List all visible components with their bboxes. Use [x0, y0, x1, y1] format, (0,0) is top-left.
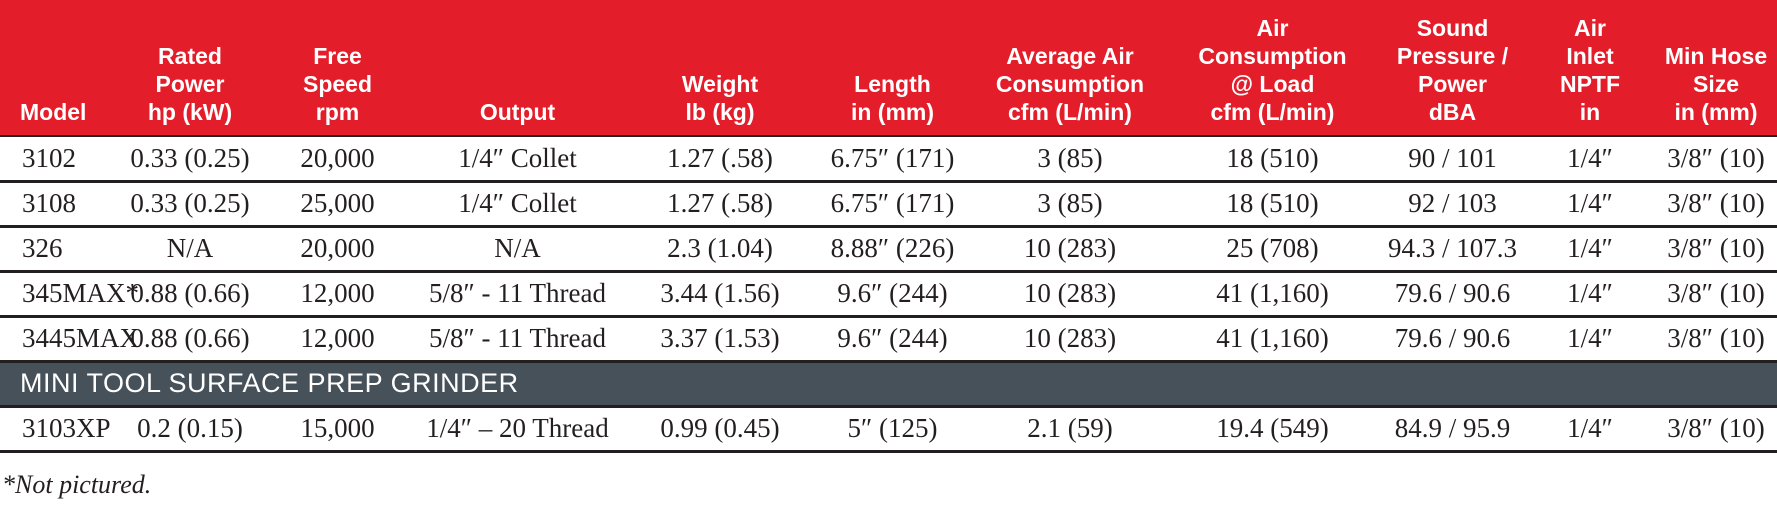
table-cell-min-hose-size: 3/8″ (10): [1655, 181, 1777, 228]
table-cell-avg-air-consumption: 3 (85): [975, 181, 1165, 228]
table-cell-min-hose-size: 3/8″ (10): [1655, 406, 1777, 453]
table-cell-rated-power: 0.33 (0.25): [110, 136, 270, 183]
table-cell-air-consumption-at-load: 19.4 (549): [1165, 406, 1380, 453]
column-header-avg-air-consumption: Average Air Consumption cfm (L/min): [975, 0, 1165, 137]
table-cell-model: 3102: [0, 136, 110, 183]
column-header-free-speed: Free Speed rpm: [270, 0, 405, 137]
column-header-air-inlet: Air Inlet NPTF in: [1525, 0, 1655, 137]
table-cell-length: 5″ (125): [810, 406, 975, 453]
table-cell-sound-pressure-power: 79.6 / 90.6: [1380, 271, 1525, 318]
table-cell-air-inlet: 1/4″: [1525, 406, 1655, 453]
column-header-length: Length in (mm): [810, 0, 975, 137]
table-cell-sound-pressure-power: 84.9 / 95.9: [1380, 406, 1525, 453]
table-cell-weight: 3.37 (1.53): [630, 316, 810, 363]
table-cell-sound-pressure-power: 92 / 103: [1380, 181, 1525, 228]
section-header-label: MINI TOOL SURFACE PREP GRINDER: [0, 361, 1777, 408]
table-row: 3445MAX 0.88 (0.66) 12,000 5/8″ - 11 Thread…: [0, 316, 1777, 363]
table-row: 326 N/A 20,000 N/A 2.3 (1.04) 8.88″ (226) 10 (…: [0, 226, 1777, 273]
column-header-min-hose-size: Min Hose Size in (mm): [1655, 0, 1777, 137]
table-cell-model: 345MAX*: [0, 271, 139, 318]
table-cell-length: 9.6″ (244): [810, 271, 975, 318]
table-cell-length: 6.75″ (171): [810, 181, 975, 228]
spec-sheet: Model Rated Power hp (kW) Free Speed rpm Ou…: [0, 0, 1777, 499]
table-cell-air-consumption-at-load: 41 (1,160): [1165, 271, 1380, 318]
table-cell-avg-air-consumption: 10 (283): [975, 316, 1165, 363]
column-header-model: Model: [0, 0, 110, 137]
table-cell-air-consumption-at-load: 18 (510): [1165, 136, 1380, 183]
table-cell-air-consumption-at-load: 25 (708): [1165, 226, 1380, 273]
table-cell-length: 8.88″ (226): [810, 226, 975, 273]
table-cell-length: 9.6″ (244): [810, 316, 975, 363]
table-row: 3102 0.33 (0.25) 20,000 1/4″ Collet 1.27 (.5…: [0, 136, 1777, 183]
table-cell-rated-power: 0.33 (0.25): [110, 181, 270, 228]
table-cell-avg-air-consumption: 10 (283): [975, 226, 1165, 273]
table-cell-weight: 3.44 (1.56): [630, 271, 810, 318]
table-cell-output: 1/4″ – 20 Thread: [405, 406, 630, 453]
table-cell-output: 5/8″ - 11 Thread: [405, 271, 630, 318]
column-header-rated-power: Rated Power hp (kW): [110, 0, 270, 137]
table-cell-free-speed: 20,000: [270, 136, 405, 183]
table-cell-model: 326: [0, 226, 110, 273]
table-cell-free-speed: 12,000: [270, 271, 405, 318]
table-cell-avg-air-consumption: 2.1 (59): [975, 406, 1165, 453]
table-row: 3103XP 0.2 (0.15) 15,000 1/4″ – 20 Thread 0.…: [0, 406, 1777, 453]
table-body: 3102 0.33 (0.25) 20,000 1/4″ Collet 1.27 (.5…: [0, 136, 1777, 453]
table-cell-air-inlet: 1/4″: [1525, 181, 1655, 228]
table-cell-air-consumption-at-load: 41 (1,160): [1165, 316, 1380, 363]
table-cell-model: 3108: [0, 181, 110, 228]
table-cell-output: 5/8″ - 11 Thread: [405, 316, 630, 363]
table-cell-output: 1/4″ Collet: [405, 181, 630, 228]
table-cell-rated-power: 0.88 (0.66): [110, 316, 270, 363]
table-cell-sound-pressure-power: 90 / 101: [1380, 136, 1525, 183]
table-header: Model Rated Power hp (kW) Free Speed rpm Ou…: [0, 0, 1777, 137]
column-header-weight: Weight lb (kg): [630, 0, 810, 137]
table-cell-output: N/A: [405, 226, 630, 273]
column-header-output: Output: [405, 0, 630, 137]
section-header-row: MINI TOOL SURFACE PREP GRINDER: [0, 361, 1777, 408]
table-cell-air-inlet: 1/4″: [1525, 271, 1655, 318]
table-cell-air-inlet: 1/4″: [1525, 226, 1655, 273]
table-cell-weight: 2.3 (1.04): [630, 226, 810, 273]
table-cell-rated-power: 0.2 (0.15): [110, 406, 270, 453]
table-cell-model: 3103XP: [0, 406, 111, 453]
table-cell-weight: 1.27 (.58): [630, 181, 810, 228]
table-cell-min-hose-size: 3/8″ (10): [1655, 136, 1777, 183]
table-cell-free-speed: 20,000: [270, 226, 405, 273]
table-cell-weight: 1.27 (.58): [630, 136, 810, 183]
table-cell-avg-air-consumption: 3 (85): [975, 136, 1165, 183]
table-cell-air-consumption-at-load: 18 (510): [1165, 181, 1380, 228]
table-cell-free-speed: 25,000: [270, 181, 405, 228]
table-cell-output: 1/4″ Collet: [405, 136, 630, 183]
table-cell-min-hose-size: 3/8″ (10): [1655, 316, 1777, 363]
table-cell-sound-pressure-power: 94.3 / 107.3: [1380, 226, 1525, 273]
table-cell-min-hose-size: 3/8″ (10): [1655, 271, 1777, 318]
spec-table: Model Rated Power hp (kW) Free Speed rpm Ou…: [0, 0, 1777, 453]
table-row: 345MAX* 0.88 (0.66) 12,000 5/8″ - 11 Thread…: [0, 271, 1777, 318]
table-row: 3108 0.33 (0.25) 25,000 1/4″ Collet 1.27 (.5…: [0, 181, 1777, 228]
table-cell-air-inlet: 1/4″: [1525, 136, 1655, 183]
column-header-sound-pressure-power: Sound Pressure / Power dBA: [1380, 0, 1525, 137]
column-header-air-consumption-at-load: Air Consumption @ Load cfm (L/min): [1165, 0, 1380, 137]
table-cell-sound-pressure-power: 79.6 / 90.6: [1380, 316, 1525, 363]
table-cell-model: 3445MAX: [0, 316, 139, 363]
footnote: *Not pictured.: [2, 469, 152, 499]
table-cell-weight: 0.99 (0.45): [630, 406, 810, 453]
table-cell-free-speed: 15,000: [270, 406, 405, 453]
table-cell-avg-air-consumption: 10 (283): [975, 271, 1165, 318]
table-cell-rated-power: N/A: [110, 226, 270, 273]
table-cell-rated-power: 0.88 (0.66): [110, 271, 270, 318]
header-row: Model Rated Power hp (kW) Free Speed rpm Ou…: [0, 0, 1777, 137]
table-cell-free-speed: 12,000: [270, 316, 405, 363]
table-cell-min-hose-size: 3/8″ (10): [1655, 226, 1777, 273]
table-cell-air-inlet: 1/4″: [1525, 316, 1655, 363]
table-cell-length: 6.75″ (171): [810, 136, 975, 183]
